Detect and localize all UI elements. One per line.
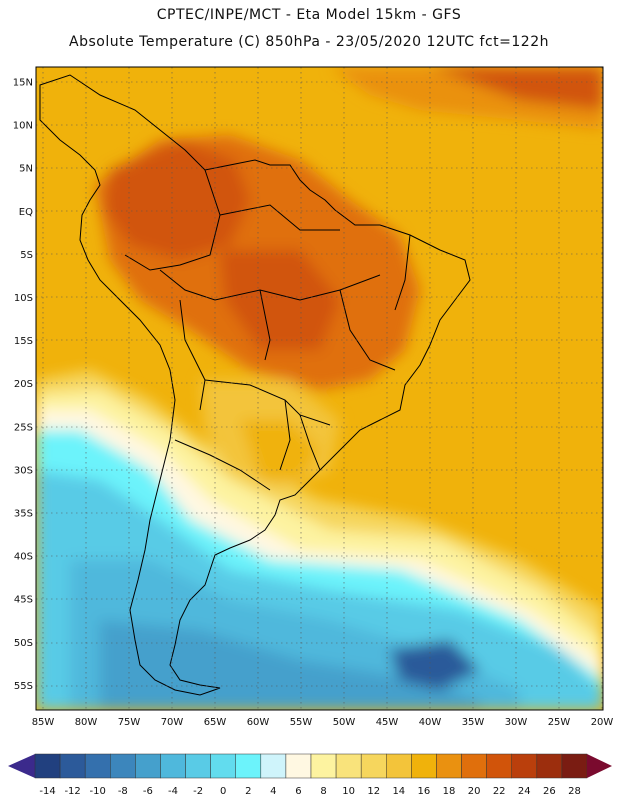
- longitude-label: 80W: [75, 717, 98, 728]
- latitude-label: 55S: [14, 681, 33, 692]
- colorbar-label: 16: [418, 786, 431, 797]
- colorbar-cell: [561, 753, 588, 779]
- colorbar-cell: [411, 753, 437, 779]
- colorbar-cell: [360, 753, 387, 779]
- coastline-and-borders: [39, 74, 471, 696]
- longitude-label: 20W: [591, 717, 614, 728]
- colorbar-cell: [335, 753, 362, 779]
- colorbar-label: 8: [320, 786, 326, 797]
- map-frame: [35, 66, 604, 711]
- latitude-label: 35S: [14, 509, 33, 520]
- longitude-labels: 85W 80W 75W 70W 65W 60W 55W 50W 45W 40W 35W 30W 25W 2…: [32, 717, 614, 728]
- latitude-label: 15S: [14, 336, 33, 347]
- colorbar-label: -12: [64, 786, 80, 797]
- colorbar-label: 2: [245, 786, 251, 797]
- latitude-label: 15N: [13, 78, 33, 89]
- longitude-label: 65W: [204, 717, 227, 728]
- longitude-label: 40W: [419, 717, 442, 728]
- colorbar-label: -14: [39, 786, 55, 797]
- colorbar-label: 0: [220, 786, 226, 797]
- colorbar-cell: [260, 753, 287, 779]
- latitude-label: 10S: [14, 293, 33, 304]
- colorbar-low-arrow: [8, 754, 35, 778]
- colorbar-cell: [235, 753, 262, 779]
- chart-title-line-1: CPTEC/INPE/MCT - Eta Model 15km - GFS: [156, 7, 462, 23]
- latitude-label: 50S: [14, 638, 33, 649]
- colorbar-cell: [160, 753, 186, 779]
- longitude-label: 30W: [505, 717, 528, 728]
- latitude-label: 45S: [14, 595, 33, 606]
- latitude-label: 5S: [20, 250, 33, 261]
- colorbar-label: -8: [118, 786, 128, 797]
- colorbar-cell: [185, 753, 211, 779]
- colorbar-label: 18: [443, 786, 456, 797]
- chart-title-line-2: Absolute Temperature (C) 850hPa - 23/05/…: [69, 34, 549, 50]
- colorbar-cell: [110, 753, 136, 779]
- colorbar-label: 26: [543, 786, 556, 797]
- colorbar: -14 -12 -10 -8 -6 -4 -2 0 2 4 6 8 10 12 14 16 18 20 22 24 26…: [8, 753, 612, 797]
- longitude-label: 75W: [118, 717, 141, 728]
- colorbar-cell: [84, 753, 111, 779]
- latitude-label: 25S: [14, 422, 33, 433]
- latitude-label: 40S: [14, 552, 33, 563]
- colorbar-cell: [536, 753, 563, 779]
- colorbar-cell: [210, 753, 236, 779]
- longitude-label: 50W: [333, 717, 356, 728]
- longitude-label: 85W: [32, 717, 55, 728]
- colorbar-label: -2: [193, 786, 203, 797]
- colorbar-cell: [135, 753, 161, 779]
- colorbar-cell: [285, 753, 312, 779]
- longitude-label: 35W: [462, 717, 485, 728]
- colorbar-label: 14: [392, 786, 405, 797]
- colorbar-cell: [386, 753, 412, 779]
- colorbar-label: -6: [143, 786, 153, 797]
- colorbar-cell: [436, 753, 462, 779]
- colorbar-label: 22: [493, 786, 506, 797]
- colorbar-label: 20: [468, 786, 481, 797]
- latitude-label: 20S: [14, 379, 33, 390]
- latitude-label: EQ: [19, 207, 33, 218]
- colorbar-cell: [59, 753, 86, 779]
- latitude-label: 30S: [14, 465, 33, 476]
- temperature-field: [36, 67, 603, 710]
- colorbar-cell: [34, 753, 61, 779]
- longitude-label: 55W: [290, 717, 313, 728]
- colorbar-label: -4: [168, 786, 178, 797]
- colorbar-label: 6: [295, 786, 301, 797]
- colorbar-label: 12: [367, 786, 380, 797]
- colorbar-label: 24: [518, 786, 531, 797]
- longitude-label: 25W: [548, 717, 571, 728]
- latitude-labels: 15N 10N 5N EQ 5S 10S 15S 20S 25S 30S 35S 40S 45S 50S 5…: [13, 78, 33, 692]
- colorbar-label: 28: [568, 786, 581, 797]
- longitude-label: 60W: [247, 717, 270, 728]
- longitude-label: 70W: [161, 717, 184, 728]
- colorbar-high-arrow: [587, 754, 612, 778]
- colorbar-label: 4: [270, 786, 276, 797]
- map-grid: [36, 67, 603, 710]
- colorbar-cell: [310, 753, 337, 779]
- colorbar-label: 10: [342, 786, 355, 797]
- colorbar-cell: [511, 753, 538, 779]
- longitude-label: 45W: [376, 717, 399, 728]
- colorbar-label: -10: [90, 786, 106, 797]
- colorbar-cell: [461, 753, 487, 779]
- colorbar-cell: [486, 753, 512, 779]
- latitude-label: 10N: [13, 121, 33, 132]
- latitude-label: 5N: [19, 164, 33, 175]
